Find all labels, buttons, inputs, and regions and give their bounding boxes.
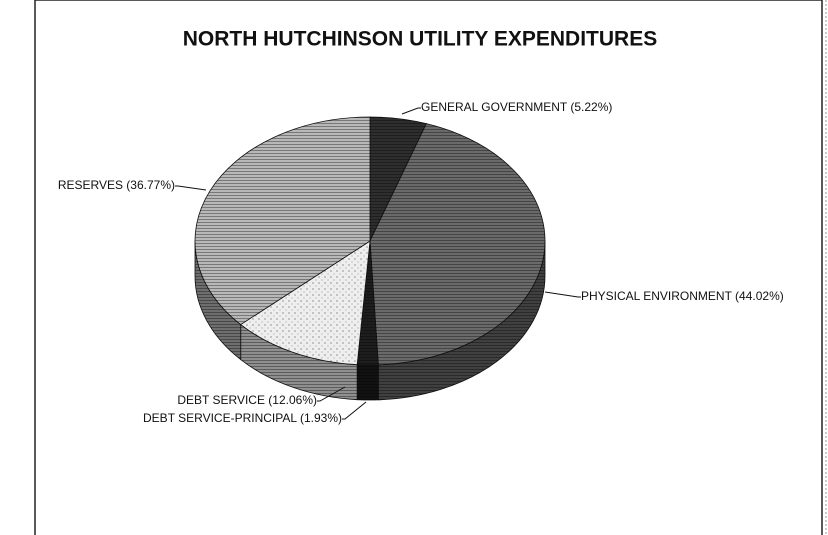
category-name: RESERVES	[58, 178, 123, 192]
slice-texture	[240, 241, 370, 365]
value-label: (12.06%)	[268, 393, 317, 407]
leader-line	[401, 107, 421, 115]
slice-texture	[357, 241, 379, 365]
value-label: (36.77%)	[126, 178, 175, 192]
slice-label: RESERVES (36.77%)	[58, 178, 175, 192]
side-texture	[195, 241, 241, 360]
side-texture	[240, 324, 358, 400]
leader-line	[317, 386, 346, 402]
category-name: DEBT SERVICE	[177, 393, 265, 407]
leader-line	[342, 401, 367, 420]
leader-line	[544, 291, 581, 298]
pie	[194, 116, 546, 401]
leader-line	[175, 185, 207, 191]
category-name: DEBT SERVICE-PRINCIPAL	[143, 411, 297, 425]
slice-label: DEBT SERVICE-PRINCIPAL (1.93%)	[143, 411, 342, 425]
slice-texture	[370, 117, 427, 241]
slice-label: GENERAL GOVERNMENT (5.22%)	[421, 100, 612, 114]
category-name: PHYSICAL ENVIRONMENT	[581, 289, 733, 303]
side-texture	[357, 364, 379, 400]
value-label: (1.93%)	[300, 411, 342, 425]
slice-label: PHYSICAL ENVIRONMENT (44.02%)	[581, 289, 784, 303]
slice-label: DEBT SERVICE (12.06%)	[177, 393, 317, 407]
slice-texture	[370, 123, 545, 365]
category-name: GENERAL GOVERNMENT	[421, 100, 568, 114]
value-label: (5.22%)	[570, 100, 612, 114]
chart-title: NORTH HUTCHINSON UTILITY EXPENDITURES	[183, 28, 657, 51]
labels: GENERAL GOVERNMENT (5.22%) PHYSICAL ENVIR…	[58, 100, 784, 425]
value-label: (44.02%)	[735, 289, 784, 303]
slice-texture	[195, 117, 370, 325]
